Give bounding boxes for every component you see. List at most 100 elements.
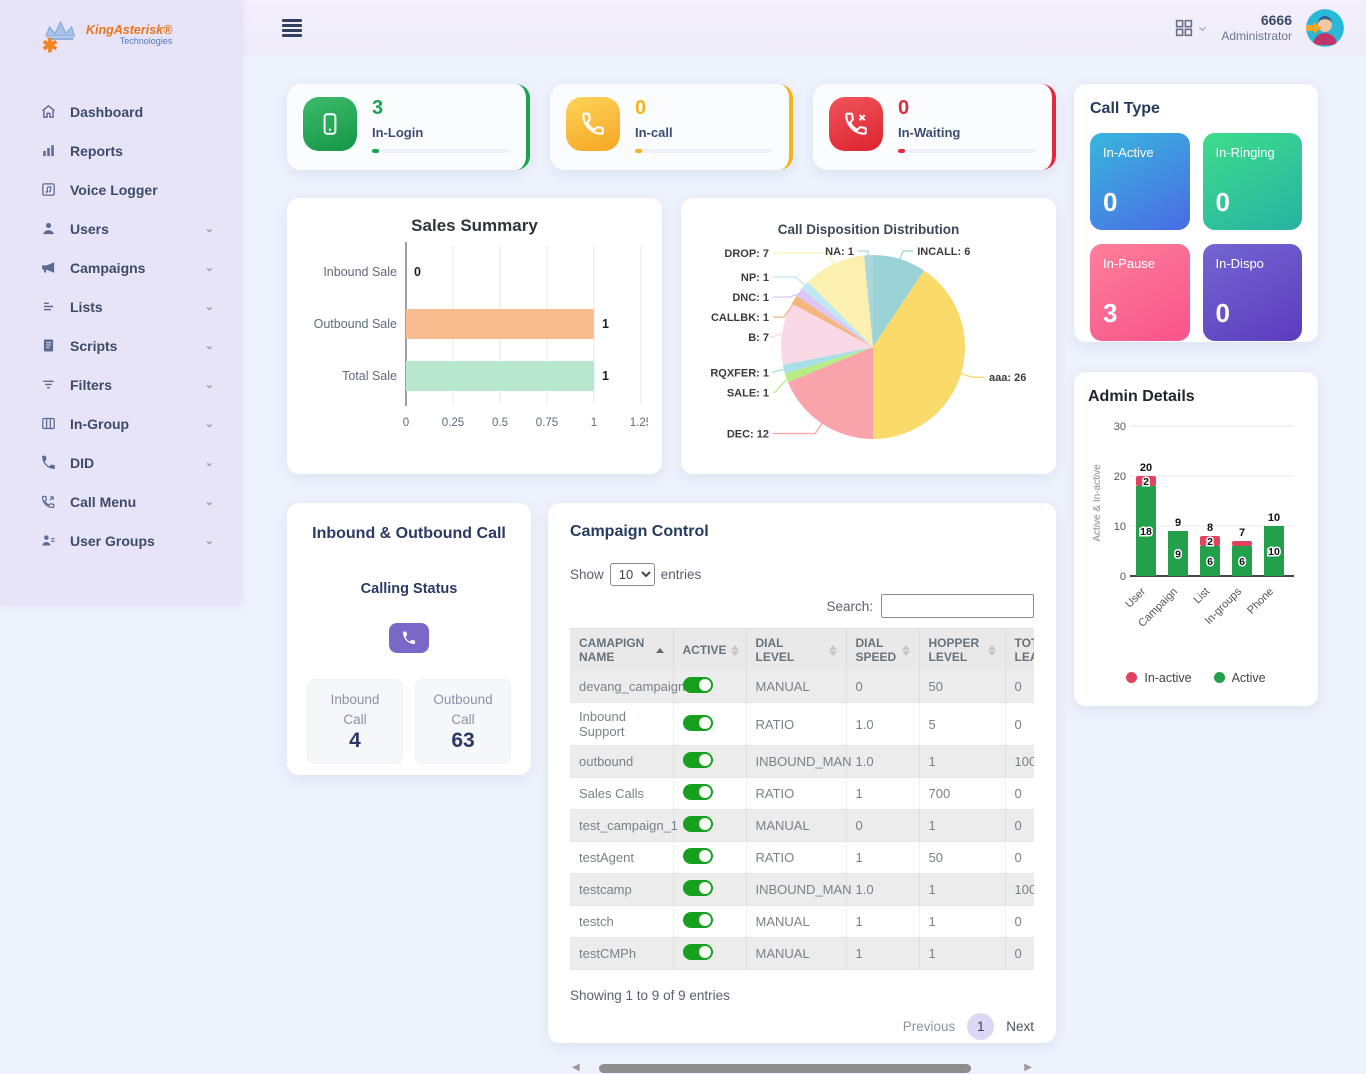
pagination: Previous 1 Next [570,1013,1034,1040]
active-toggle[interactable] [682,714,713,731]
svg-text:18: 18 [1140,526,1152,538]
svg-text:Inbound Sale: Inbound Sale [323,265,397,279]
pagination-page-1[interactable]: 1 [967,1013,995,1040]
apps-grid-button[interactable] [1173,17,1207,39]
lists-icon [43,302,54,311]
sidebar-item-voice-logger[interactable]: Voice Logger [0,170,240,209]
column-header-camapign-name[interactable]: CAMAPIGN NAME [570,629,674,671]
topbar: 6666 Administrator [240,0,1366,56]
menu-toggle-button[interactable] [282,17,302,40]
handset-icon-tile [566,97,620,151]
chevron-down-icon: ⌄ [204,457,214,469]
column-header-label: HOPPER LEVEL [928,636,980,664]
svg-text:6: 6 [1207,556,1213,568]
brand-subtitle: Technologies [119,35,173,46]
sidebar-item-label: Lists [70,298,103,315]
stat-progress-track [372,149,510,153]
pagination-next[interactable]: Next [1006,1019,1034,1034]
column-header-dial-speed[interactable]: DIAL SPEED [846,629,920,671]
total-leads-cell: 0 [1005,937,1034,970]
svg-text:1: 1 [602,369,609,383]
svg-text:8: 8 [1207,522,1213,534]
table-row-testcamp: testcamp INBOUND_MAN 1.0 1 100 [570,873,1034,906]
active-toggle[interactable] [682,848,713,864]
stat-card-in-waiting: 0 In-Waiting [813,84,1056,170]
sidebar-item-scripts[interactable]: Scripts ⌄ [0,326,240,365]
search-input[interactable] [881,594,1034,618]
total-leads-cell: 100 [1005,873,1034,906]
call-type-tile-in-ringing: In-Ringing 0 [1202,133,1302,230]
svg-text:Phone: Phone [1245,586,1276,617]
svg-text:0: 0 [1120,571,1126,583]
admin-details-legend: In-active Active [1088,671,1304,685]
scroll-left-arrow-icon[interactable]: ◀ [572,1062,580,1073]
filter-icon [43,380,54,389]
scrollbar-track[interactable] [586,1063,1019,1073]
active-toggle[interactable] [682,784,713,800]
total-leads-cell: 0 [1005,671,1034,703]
column-header-tot-lea[interactable]: TOT LEA [1005,629,1034,671]
sidebar-item-users[interactable]: Users ⌄ [0,209,240,248]
megaphone-icon [42,262,55,273]
user-info[interactable]: 6666 Administrator [1221,12,1292,45]
table-row-devang_campaign: devang_campaign MANUAL 0 50 0 [570,671,1034,703]
svg-text:List: List [1192,586,1213,607]
pagination-previous[interactable]: Previous [902,1019,956,1034]
campaign-name-cell: Inbound Support [570,702,674,746]
svg-text:2: 2 [1207,536,1213,548]
active-toggle[interactable] [682,752,713,768]
table-row-testCMPh: testCMPh MANUAL 1 1 0 [570,937,1034,970]
dial-speed-cell: 1 [846,841,920,874]
calling-status-button[interactable] [389,623,429,653]
sidebar-item-call-menu[interactable]: Call Menu ⌄ [0,482,240,521]
table-row-Sales Calls: Sales Calls RATIO 1 700 0 [570,777,1034,810]
scroll-right-arrow-icon[interactable]: ▶ [1024,1062,1032,1073]
hopper-level-cell: 1 [919,745,1006,778]
user-role: Administrator [1221,29,1292,44]
call-disposition-chart: NA: 1 INCALL: 6 aaa: 26 DROP: 7 NP: 1 DNC: 1 C… [681,237,1056,472]
active-toggle[interactable] [682,912,713,928]
brand-logo[interactable]: ✱ KingAsterisk® Technologies [0,0,240,64]
active-cell [673,777,747,810]
user-avatar[interactable] [1306,9,1344,47]
column-header-dial-level[interactable]: DIAL LEVEL [746,629,847,671]
campaign-name-cell: testch [570,905,674,938]
active-toggle[interactable] [682,816,713,832]
column-header-active[interactable]: ACTIVE [673,629,747,671]
call-count-label: Outbound Call [433,692,493,727]
entries-select[interactable]: 10 [609,563,655,586]
sidebar-item-campaigns[interactable]: Campaigns ⌄ [0,248,240,287]
sidebar-item-lists[interactable]: Lists ⌄ [0,287,240,326]
stat-label: In-Login [372,125,424,140]
sidebar-item-label: User Groups [70,532,155,549]
campaign-name-cell: testcamp [570,873,674,906]
campaign-control-panel: Campaign Control Show 10 entries Search:… [548,503,1056,1073]
sidebar-item-dashboard[interactable]: Dashboard [0,92,240,131]
sidebar-item-in-group[interactable]: In-Group ⌄ [0,404,240,443]
call-count-label: Inbound Call [330,692,380,727]
campaign-control-title: Campaign Control [570,523,709,540]
phone-out-icon [41,495,55,509]
column-header-label: TOT LEA [1014,636,1035,664]
sidebar-item-did[interactable]: DID ⌄ [0,443,240,482]
svg-text:INCALL: 6: INCALL: 6 [917,246,970,258]
phone-icon [42,455,55,469]
sidebar-item-filters[interactable]: Filters ⌄ [0,365,240,404]
admin-details-panel: Admin Details 0 10 20 30 Active & In-active 2… [1074,372,1318,706]
svg-text:10: 10 [1268,512,1280,524]
scrollbar-thumb[interactable] [598,1063,971,1073]
active-toggle[interactable] [682,880,713,896]
hopper-level-cell: 1 [919,873,1006,906]
sidebar-item-reports[interactable]: Reports [0,131,240,170]
stat-card-in-call: 0 In-call [550,84,793,170]
campaign-name-cell: testAgent [570,841,674,874]
chevron-down-icon: ⌄ [204,535,214,547]
grid-icon [1176,19,1193,37]
svg-text:0: 0 [403,417,409,429]
active-toggle[interactable] [682,944,713,960]
column-header-hopper-level[interactable]: HOPPER LEVEL [919,629,1006,671]
svg-text:CALLBK: 1: CALLBK: 1 [711,312,769,324]
script-icon [43,339,54,352]
sidebar-item-user-groups[interactable]: User Groups ⌄ [0,521,240,560]
active-toggle[interactable] [682,677,713,693]
